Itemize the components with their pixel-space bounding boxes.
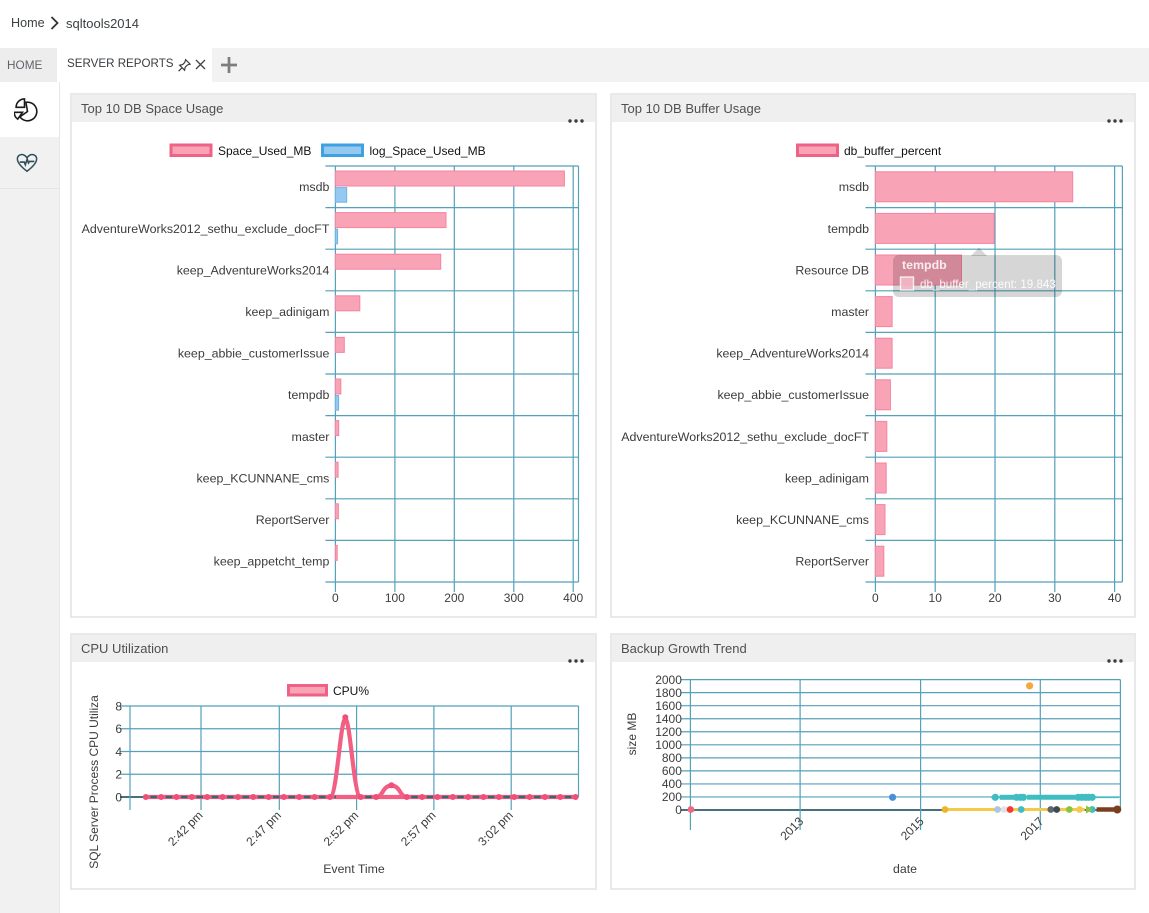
- svg-text:0: 0: [675, 803, 682, 817]
- svg-text:size MB: size MB: [625, 713, 639, 756]
- svg-text:CPU%: CPU%: [333, 684, 369, 698]
- svg-text:db_buffer_percent: db_buffer_percent: [844, 144, 942, 158]
- svg-text:800: 800: [662, 751, 682, 765]
- svg-text:200: 200: [662, 790, 682, 804]
- svg-text:keep_abbie_customerIssue: keep_abbie_customerIssue: [178, 347, 330, 361]
- svg-text:400: 400: [662, 777, 682, 791]
- svg-text:3:02 pm: 3:02 pm: [475, 808, 516, 849]
- svg-text:Event Time: Event Time: [323, 862, 385, 876]
- svg-text:600: 600: [662, 764, 682, 778]
- svg-text:200: 200: [444, 591, 464, 605]
- svg-text:tempdb: tempdb: [828, 222, 869, 236]
- svg-text:keep_AdventureWorks2014: keep_AdventureWorks2014: [716, 347, 869, 361]
- svg-text:2000: 2000: [655, 673, 682, 687]
- svg-text:0: 0: [115, 790, 122, 804]
- svg-text:ReportServer: ReportServer: [795, 555, 869, 569]
- svg-text:1600: 1600: [655, 699, 682, 713]
- svg-text:AdventureWorks2012_sethu_exclu: AdventureWorks2012_sethu_exclude_docFT: [82, 222, 330, 236]
- svg-text:keep_appetcht_temp: keep_appetcht_temp: [214, 555, 330, 569]
- svg-text:keep_adinigam: keep_adinigam: [785, 471, 869, 485]
- svg-text:keep_KCUNNANE_cms: keep_KCUNNANE_cms: [736, 513, 869, 527]
- svg-text:log_Space_Used_MB: log_Space_Used_MB: [370, 144, 486, 158]
- svg-text:msdb: msdb: [299, 180, 329, 194]
- svg-text:Space_Used_MB: Space_Used_MB: [218, 144, 311, 158]
- svg-text:20: 20: [988, 591, 1002, 605]
- svg-text:2013: 2013: [777, 814, 806, 843]
- svg-text:tempdb: tempdb: [288, 388, 329, 402]
- svg-text:40: 40: [1108, 591, 1122, 605]
- svg-text:2:52 pm: 2:52 pm: [321, 808, 362, 849]
- svg-text:AdventureWorks2012_sethu_exclu: AdventureWorks2012_sethu_exclude_docFT: [621, 430, 869, 444]
- svg-text:master: master: [292, 430, 330, 444]
- svg-text:date: date: [893, 862, 917, 876]
- svg-text:SQL Server Process CPU Utiliza: SQL Server Process CPU Utiliza: [87, 695, 101, 869]
- svg-text:master: master: [831, 305, 869, 319]
- svg-text:8: 8: [115, 699, 122, 713]
- svg-text:2:42 pm: 2:42 pm: [165, 808, 206, 849]
- svg-text:1200: 1200: [655, 725, 682, 739]
- svg-text:1400: 1400: [655, 712, 682, 726]
- svg-text:msdb: msdb: [839, 180, 869, 194]
- svg-text:1800: 1800: [655, 686, 682, 700]
- svg-text:400: 400: [563, 591, 583, 605]
- svg-text:2015: 2015: [898, 814, 927, 843]
- svg-text:30: 30: [1048, 591, 1062, 605]
- svg-text:2:57 pm: 2:57 pm: [398, 808, 439, 849]
- svg-text:2: 2: [115, 768, 122, 782]
- svg-text:keep_KCUNNANE_cms: keep_KCUNNANE_cms: [196, 471, 329, 485]
- svg-text:10: 10: [929, 591, 943, 605]
- svg-text:0: 0: [872, 591, 879, 605]
- svg-text:6: 6: [115, 722, 122, 736]
- svg-text:tempdb: tempdb: [902, 258, 947, 272]
- svg-text:keep_abbie_customerIssue: keep_abbie_customerIssue: [717, 388, 869, 402]
- svg-text:keep_adinigam: keep_adinigam: [245, 305, 329, 319]
- svg-text:0: 0: [332, 591, 339, 605]
- svg-text:Resource DB: Resource DB: [795, 263, 869, 277]
- svg-text:4: 4: [115, 745, 122, 759]
- svg-text:db_buffer_percent: 19.843: db_buffer_percent: 19.843: [920, 278, 1056, 291]
- svg-text:1000: 1000: [655, 738, 682, 752]
- svg-text:300: 300: [504, 591, 524, 605]
- svg-text:100: 100: [385, 591, 405, 605]
- svg-text:2017: 2017: [1018, 814, 1047, 843]
- svg-text:ReportServer: ReportServer: [256, 513, 330, 527]
- svg-text:2:47 pm: 2:47 pm: [243, 808, 284, 849]
- svg-text:keep_AdventureWorks2014: keep_AdventureWorks2014: [177, 263, 330, 277]
